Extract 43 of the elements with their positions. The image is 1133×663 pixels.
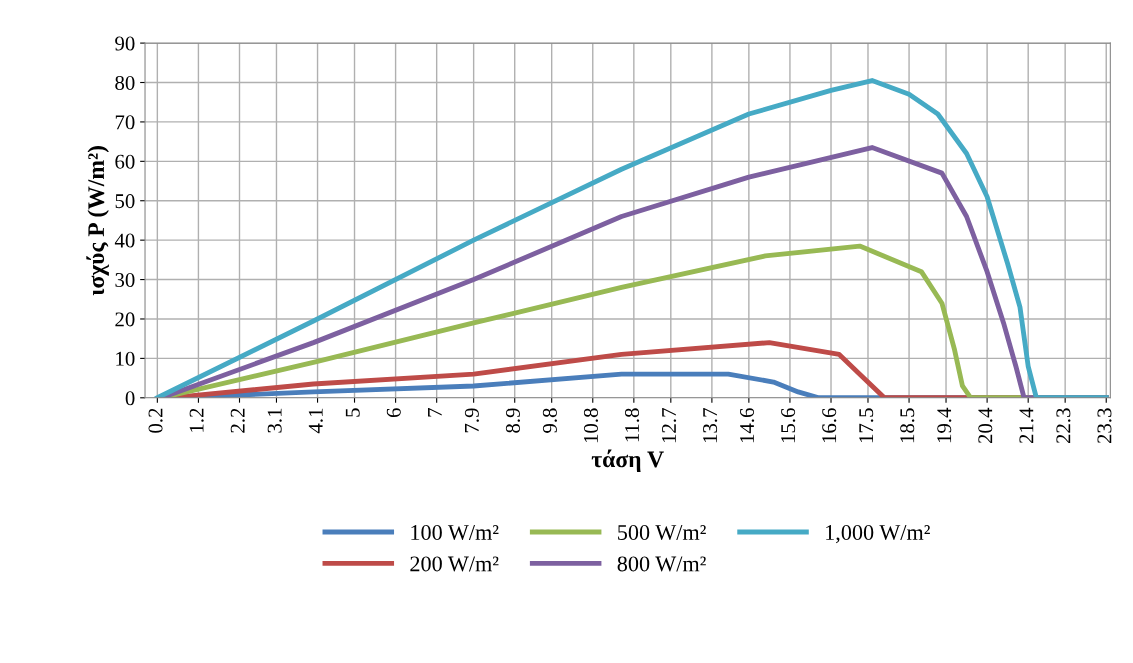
y-tick-label: 30	[115, 272, 135, 287]
x-tick-label: 3.1	[267, 408, 282, 433]
y-axis-title: ισχύς P (W/m²)	[86, 146, 109, 296]
x-tick-label: 16.6	[822, 408, 837, 443]
legend-label: 1,000 W/m²	[826, 524, 930, 544]
x-tick-label: 18.5	[900, 408, 915, 443]
y-tick-label: 90	[115, 36, 135, 51]
y-tick-label: 20	[115, 312, 135, 327]
y-tick-label: 80	[115, 75, 135, 90]
x-tick-label: 4.1	[308, 408, 323, 434]
x-tick-label: 7.9	[464, 408, 479, 433]
x-tick-label: 7	[428, 408, 442, 417]
y-tick-label: 10	[116, 351, 135, 366]
y-tick-label: 50	[115, 194, 135, 209]
x-tick-label: 0.2	[148, 408, 163, 433]
y-tick-label: 70	[115, 115, 135, 130]
x-tick-label: 21.4	[1019, 407, 1034, 444]
x-tick-label: 1.2	[189, 408, 204, 432]
x-axis-title: τάση V	[591, 449, 664, 473]
y-tick-label: 0	[125, 391, 135, 406]
x-tick-label: 12.7	[662, 408, 677, 443]
x-tick-label: 19.4	[937, 407, 952, 443]
legend-label: 500 W/m²	[618, 524, 706, 541]
x-tick-label: 10.8	[583, 408, 599, 443]
y-tick-label: 60	[115, 154, 135, 169]
x-tick-label: 6	[386, 408, 401, 418]
x-tick-label: 14.6	[740, 408, 755, 443]
x-tick-label: 17.5	[859, 408, 874, 443]
legend-label: 800 W/m²	[617, 556, 706, 572]
legend-label: 100 W/m²	[411, 524, 499, 541]
x-tick-label: 13.7	[703, 408, 718, 443]
x-tick-label: 9.8	[542, 408, 557, 433]
y-tick-label: 40	[114, 233, 135, 248]
legend-label: 200 W/m²	[410, 556, 499, 572]
x-tick-label: 15.6	[781, 408, 796, 443]
x-tick-label: 22.3	[1056, 408, 1071, 444]
x-tick-label: 20.4	[978, 407, 993, 444]
x-tick-label: 2.2	[230, 408, 245, 433]
line-series	[154, 78, 1109, 398]
x-tick-label: 8.9	[505, 408, 521, 433]
x-tick-label: 11.8	[625, 408, 640, 442]
x-tick-label: 23.3	[1097, 408, 1112, 444]
x-tick-label: 5	[345, 408, 360, 417]
